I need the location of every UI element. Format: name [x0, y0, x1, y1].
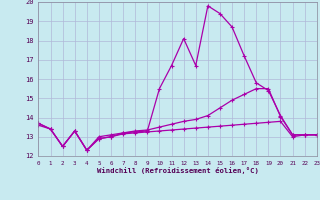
X-axis label: Windchill (Refroidissement éolien,°C): Windchill (Refroidissement éolien,°C) — [97, 167, 259, 174]
